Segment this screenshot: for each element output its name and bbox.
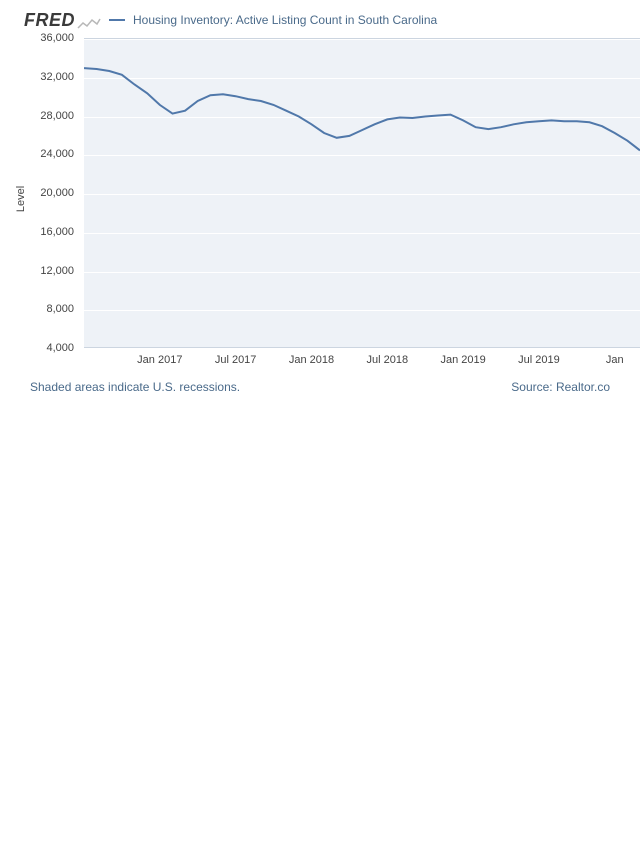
y-tick-label: 36,000 <box>0 32 74 44</box>
footer-recession-note: Shaded areas indicate U.S. recessions. <box>30 380 240 394</box>
line-series <box>84 39 640 349</box>
x-tick-label: Jan 2018 <box>289 354 334 366</box>
y-tick-label: 28,000 <box>0 110 74 122</box>
fred-logo-chart-icon <box>77 14 101 28</box>
fred-logo: FRED <box>24 10 101 31</box>
footer-source: Source: Realtor.co <box>511 380 610 394</box>
y-tick-label: 32,000 <box>0 71 74 83</box>
y-tick-label: 4,000 <box>0 342 74 354</box>
x-tick-label: Jan <box>606 354 624 366</box>
y-tick-label: 8,000 <box>0 303 74 315</box>
x-tick-label: Jul 2019 <box>518 354 560 366</box>
y-tick-label: 16,000 <box>0 226 74 238</box>
gridline <box>84 349 640 350</box>
x-tick-label: Jul 2018 <box>366 354 408 366</box>
y-tick-label: 12,000 <box>0 265 74 277</box>
x-tick-label: Jan 2019 <box>440 354 485 366</box>
y-tick-label: 20,000 <box>0 187 74 199</box>
legend-label: Housing Inventory: Active Listing Count … <box>133 13 437 27</box>
chart-footer: Shaded areas indicate U.S. recessions. S… <box>0 380 640 394</box>
x-tick-label: Jan 2017 <box>137 354 182 366</box>
legend-line-sample <box>109 19 125 21</box>
y-tick-label: 24,000 <box>0 148 74 160</box>
x-tick-label: Jul 2017 <box>215 354 257 366</box>
fred-logo-text: FRED <box>24 10 75 30</box>
chart-header: FRED Housing Inventory: Active Listing C… <box>24 10 640 30</box>
plot-area[interactable] <box>84 38 640 348</box>
fred-chart-container: FRED Housing Inventory: Active Listing C… <box>0 0 640 405</box>
